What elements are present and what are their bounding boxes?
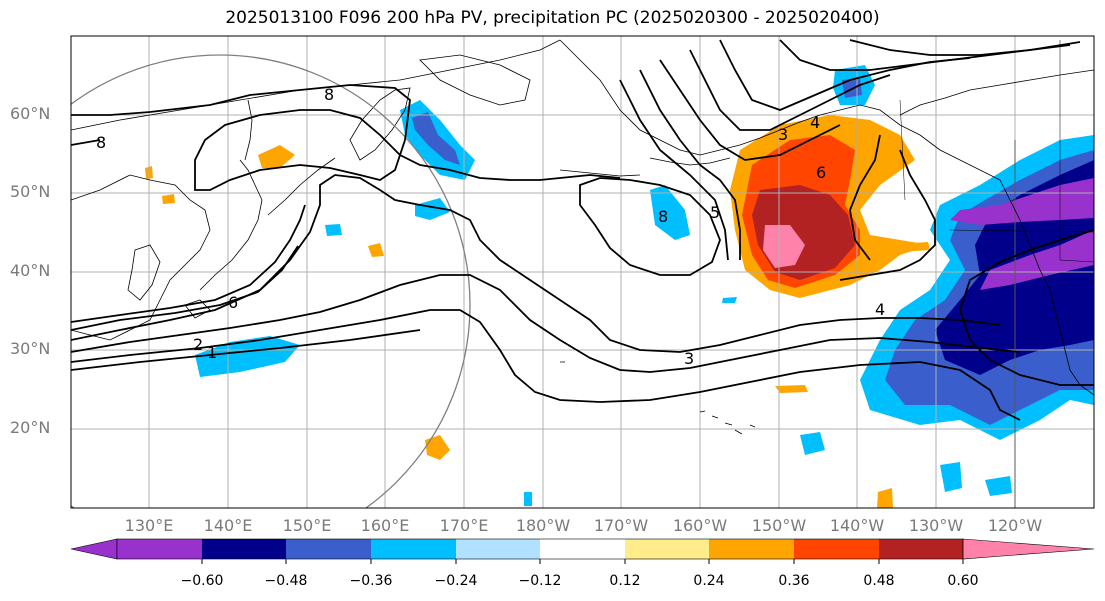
colorbar-swatch [286, 539, 371, 559]
colorbar-label: 0.48 [863, 573, 895, 589]
colorbar-ticks [201, 559, 964, 564]
colorbar-extend-right [962, 538, 1095, 560]
colorbar [70, 538, 1095, 564]
colorbar-swatch [371, 539, 456, 559]
colorbar-swatch [879, 539, 963, 559]
contour-label-group: 8 8 6 2 1 8 5 3 4 6 4 3 [96, 85, 885, 368]
contour-label: 5 [710, 203, 720, 222]
colorbar-swatch [202, 539, 286, 559]
colorbar-swatch [540, 539, 625, 559]
lon-label: 180°W [515, 516, 571, 535]
colorbar-swatch [117, 539, 202, 559]
lon-label: 150°E [282, 516, 332, 535]
lat-label: 50°N [10, 182, 51, 201]
colorbar-swatch [456, 539, 540, 559]
lon-label: 170°E [439, 516, 489, 535]
colorbar-swatch [709, 539, 794, 559]
colorbar-label: −0.48 [264, 573, 308, 589]
lat-label: 60°N [10, 104, 51, 123]
colorbar-swatch [625, 539, 709, 559]
contour-label: 3 [684, 349, 694, 368]
pv-contours [71, 39, 1094, 421]
lat-label: 40°N [10, 261, 51, 280]
lat-label: 20°N [10, 418, 51, 437]
lon-label: 130°W [908, 516, 964, 535]
borders [899, 40, 1094, 508]
lat-label: 30°N [10, 339, 51, 358]
contour-label: 8 [658, 207, 668, 226]
contour-label: 6 [228, 293, 238, 312]
colorbar-swatch [794, 539, 879, 559]
reference-circle [71, 54, 471, 508]
contour-label: 4 [875, 300, 885, 319]
contour-label: 4 [810, 113, 820, 132]
colorbar-label: −0.36 [349, 573, 393, 589]
contour-label: 2 [193, 335, 203, 354]
colorbar-label: 0.36 [778, 573, 810, 589]
lon-label: 160°W [672, 516, 728, 535]
lon-label: 130°E [124, 516, 174, 535]
lon-label: 140°W [829, 516, 885, 535]
map-title: 2025013100 F096 200 hPa PV, precipitatio… [225, 8, 880, 28]
contour-label: 6 [816, 163, 826, 182]
colorbar-label: 0.60 [947, 573, 979, 589]
contour-label: 1 [207, 343, 217, 362]
lon-label: 140°E [203, 516, 253, 535]
colorbar-label: −0.24 [434, 573, 478, 589]
lon-label: 150°W [751, 516, 807, 535]
colorbar-label: 0.12 [609, 573, 641, 589]
colorbar-label: 0.24 [693, 573, 725, 589]
map-frame [70, 35, 1095, 509]
contour-label: 8 [324, 85, 334, 104]
map-gridlines [71, 36, 1094, 508]
lon-label: 120°W [987, 516, 1043, 535]
contour-label: 3 [778, 125, 788, 144]
colorbar-label: −0.12 [518, 573, 562, 589]
coastlines [71, 39, 1094, 435]
lon-label: 160°E [360, 516, 410, 535]
contour-label: 8 [96, 133, 106, 152]
colorbar-extend-left [70, 538, 118, 560]
colorbar-label: −0.60 [180, 573, 224, 589]
lon-label: 170°W [593, 516, 649, 535]
